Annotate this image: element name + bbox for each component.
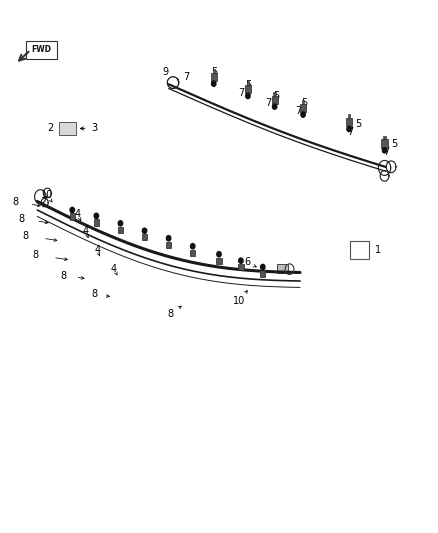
- Text: 8: 8: [18, 214, 24, 223]
- Circle shape: [70, 207, 74, 213]
- Text: 7: 7: [295, 107, 301, 116]
- Text: 7: 7: [383, 148, 389, 157]
- Circle shape: [212, 81, 216, 86]
- Bar: [381, 140, 388, 148]
- Bar: [166, 241, 171, 248]
- Bar: [346, 118, 352, 126]
- Text: 5: 5: [212, 67, 218, 77]
- Circle shape: [118, 221, 123, 226]
- Text: 8: 8: [12, 197, 18, 207]
- Bar: [277, 264, 288, 273]
- Text: 2: 2: [47, 124, 53, 133]
- Text: 4: 4: [94, 245, 100, 255]
- Bar: [260, 270, 265, 277]
- Text: FWD: FWD: [32, 45, 52, 54]
- Bar: [300, 104, 306, 112]
- Circle shape: [191, 244, 195, 249]
- Circle shape: [301, 112, 305, 117]
- Text: 8: 8: [22, 231, 28, 240]
- Text: 7: 7: [183, 72, 189, 82]
- Bar: [383, 136, 386, 140]
- Bar: [247, 82, 249, 85]
- Text: 8: 8: [32, 250, 38, 260]
- Bar: [238, 264, 244, 270]
- Circle shape: [166, 236, 171, 241]
- Text: 4: 4: [82, 227, 88, 236]
- Bar: [211, 73, 217, 81]
- Bar: [190, 249, 195, 256]
- Text: 5: 5: [246, 80, 252, 90]
- Bar: [94, 219, 99, 225]
- Bar: [273, 92, 276, 96]
- Bar: [348, 115, 350, 118]
- Text: 3: 3: [91, 124, 97, 133]
- Text: 8: 8: [91, 289, 97, 299]
- Bar: [59, 122, 76, 135]
- Circle shape: [239, 258, 243, 263]
- Circle shape: [94, 213, 99, 219]
- Bar: [272, 96, 278, 104]
- Circle shape: [246, 93, 250, 99]
- Bar: [245, 85, 251, 93]
- Bar: [118, 227, 123, 233]
- Text: 5: 5: [355, 119, 361, 128]
- Text: 6: 6: [244, 257, 251, 267]
- Circle shape: [217, 252, 221, 257]
- Text: 8: 8: [168, 310, 174, 319]
- Text: 4: 4: [75, 209, 81, 219]
- Text: 4: 4: [111, 264, 117, 273]
- Text: 7: 7: [347, 127, 353, 137]
- Circle shape: [347, 126, 351, 132]
- Bar: [216, 257, 222, 264]
- Text: 1: 1: [374, 245, 381, 255]
- FancyBboxPatch shape: [26, 41, 57, 59]
- Bar: [302, 100, 304, 104]
- Circle shape: [272, 104, 277, 109]
- Text: 5: 5: [273, 91, 279, 101]
- Bar: [70, 213, 75, 220]
- Circle shape: [261, 264, 265, 270]
- Bar: [350, 241, 369, 259]
- Text: 7: 7: [265, 99, 271, 108]
- Circle shape: [142, 228, 147, 233]
- Text: 5: 5: [301, 99, 307, 108]
- Text: 7: 7: [238, 88, 244, 98]
- Bar: [212, 69, 215, 73]
- Text: 9: 9: [162, 67, 169, 77]
- Text: 5: 5: [391, 139, 397, 149]
- Bar: [142, 234, 147, 240]
- Text: 8: 8: [60, 271, 67, 280]
- Text: 10: 10: [41, 190, 53, 200]
- Text: 10: 10: [233, 296, 245, 306]
- Circle shape: [382, 148, 387, 153]
